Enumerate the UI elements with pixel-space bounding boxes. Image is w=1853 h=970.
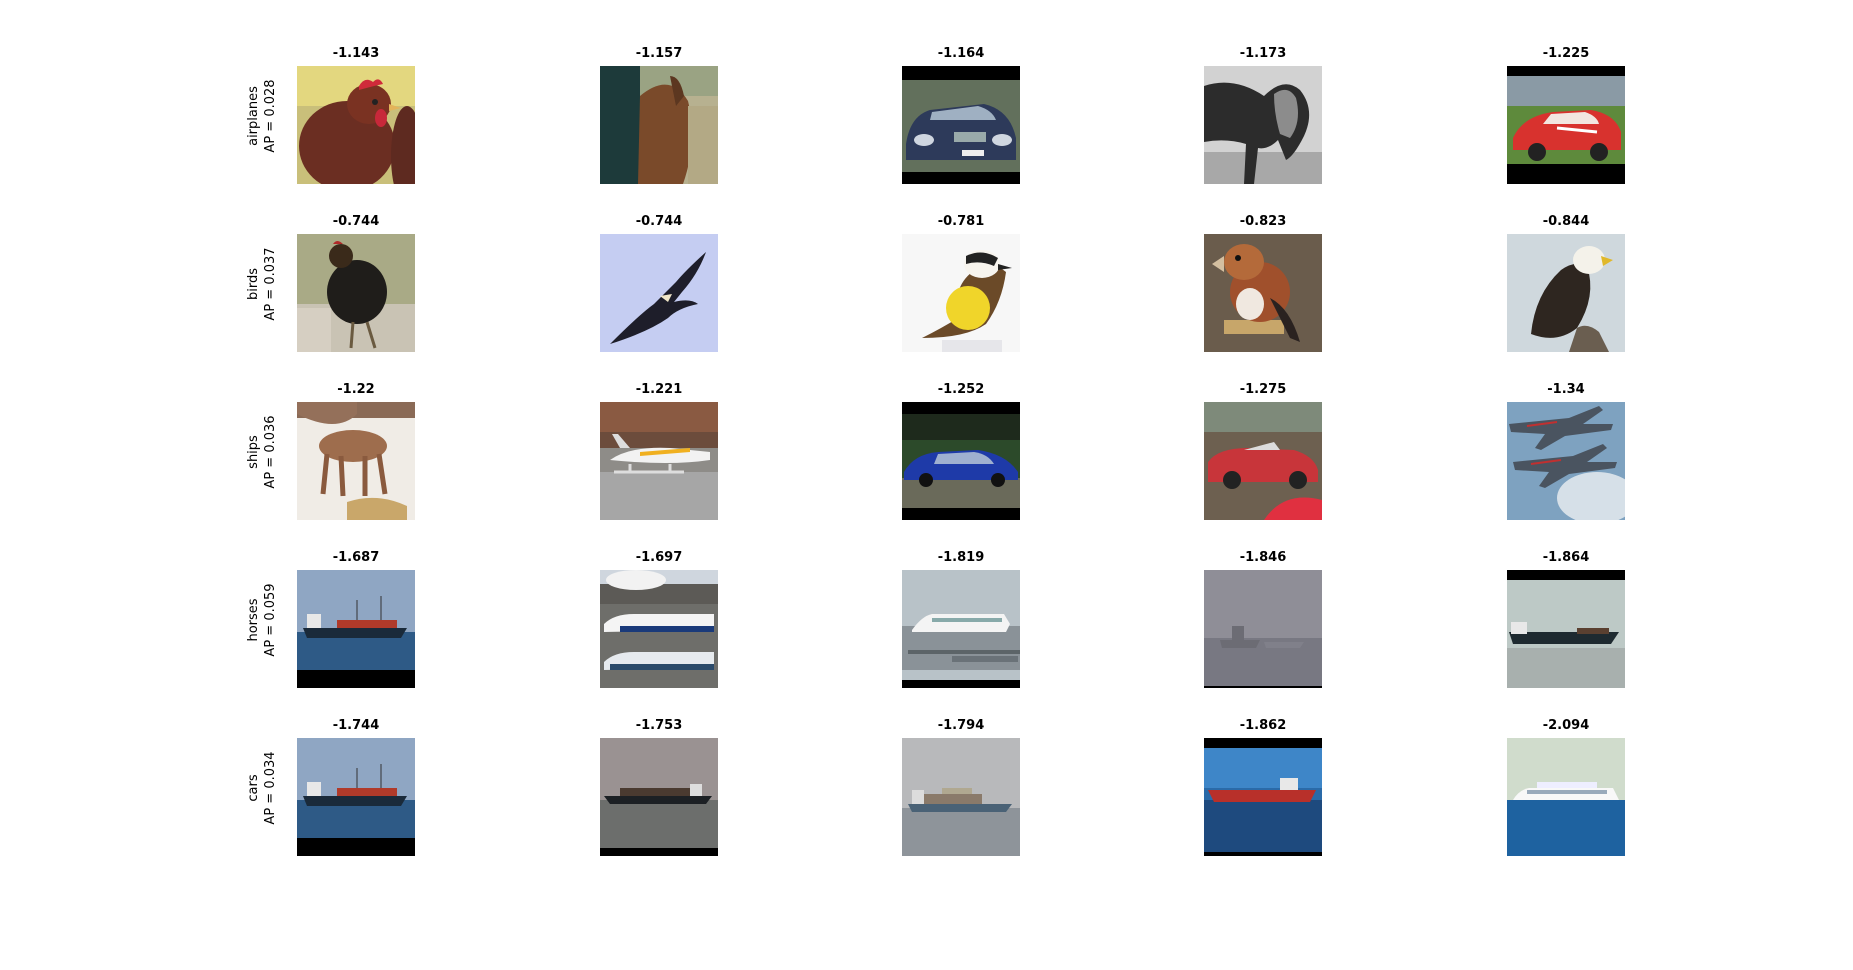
row-label: birds AP = 0.037 — [245, 214, 279, 354]
grid-cell: -1.864 — [1507, 550, 1625, 690]
score-label: -1.221 — [635, 382, 683, 397]
grid-row-birds: birds AP = 0.037 -0.744 -0.744 -0.781 -0.8… — [0, 214, 1853, 374]
score-label: -1.819 — [937, 550, 985, 565]
score-label: -0.744 — [635, 214, 683, 229]
tanker-ship-photo — [1507, 570, 1625, 688]
row-class-name: ships — [246, 435, 261, 469]
container-ship-photo — [600, 738, 718, 856]
white-cruise-ship-photo — [1507, 738, 1625, 856]
score-label: -1.22 — [337, 382, 375, 397]
container-ship-haze-photo — [902, 738, 1020, 856]
grid-row-horses: horses AP = 0.059 -1.687 -1.697 -1.819 -1.… — [0, 550, 1853, 710]
blue-sedan-photo — [902, 66, 1020, 184]
score-label: -0.781 — [937, 214, 985, 229]
score-label: -1.862 — [1239, 718, 1287, 733]
grid-cell: -1.846 — [1204, 550, 1322, 690]
row-label: cars AP = 0.034 — [245, 718, 279, 858]
blue-car-photo — [902, 402, 1020, 520]
grid-cell: -1.22 — [297, 382, 415, 522]
grid-cell: -1.275 — [1204, 382, 1322, 522]
score-label: -1.687 — [332, 550, 380, 565]
finch-photo — [1204, 234, 1322, 352]
score-label: -1.173 — [1239, 46, 1287, 61]
cruise-ship-photo — [902, 570, 1020, 688]
row-class-name: birds — [246, 268, 261, 301]
score-label: -0.744 — [332, 214, 380, 229]
airliners-photo — [600, 570, 718, 688]
score-label: -1.753 — [635, 718, 683, 733]
grid-cell: -0.744 — [297, 214, 415, 354]
foggy-ship-photo — [1204, 570, 1322, 688]
grid-cell: -0.823 — [1204, 214, 1322, 354]
row-ap-value: AP = 0.037 — [263, 247, 278, 321]
cargo-ship-photo — [297, 570, 415, 688]
soaring-eagle-photo — [600, 234, 718, 352]
score-label: -1.225 — [1542, 46, 1590, 61]
gray-horse-photo — [1204, 66, 1322, 184]
bald-eagle-photo — [1507, 234, 1625, 352]
grid-cell: -1.862 — [1204, 718, 1322, 858]
grid-cell: -1.744 — [297, 718, 415, 858]
grid-cell: -1.819 — [902, 550, 1020, 690]
deer-fawn-photo — [297, 402, 415, 520]
cargo-ship-photo — [297, 738, 415, 856]
score-label: -2.094 — [1542, 718, 1590, 733]
score-label: -1.252 — [937, 382, 985, 397]
score-label: -1.34 — [1547, 382, 1585, 397]
grid-cell: -1.697 — [600, 550, 718, 690]
score-label: -0.823 — [1239, 214, 1287, 229]
score-label: -1.697 — [635, 550, 683, 565]
grid-cell: -1.687 — [297, 550, 415, 690]
row-ap-value: AP = 0.036 — [263, 415, 278, 489]
row-label: airplanes AP = 0.028 — [245, 46, 279, 186]
grid-cell: -0.781 — [902, 214, 1020, 354]
score-label: -1.794 — [937, 718, 985, 733]
grid-row-cars: cars AP = 0.034 -1.744 -1.753 -1.794 -1.86… — [0, 718, 1853, 878]
black-hen-photo — [297, 234, 415, 352]
grid-cell: -1.143 — [297, 46, 415, 186]
grid-cell: -2.094 — [1507, 718, 1625, 858]
score-label: -1.157 — [635, 46, 683, 61]
score-label: -1.864 — [1542, 550, 1590, 565]
yellow-bird-photo — [902, 234, 1020, 352]
score-label: -1.143 — [332, 46, 380, 61]
grid-cell: -1.157 — [600, 46, 718, 186]
grid-cell: -1.753 — [600, 718, 718, 858]
fighter-jets-photo — [1507, 402, 1625, 520]
grid-row-ships: ships AP = 0.036 -1.22 -1.221 -1.252 -1.27… — [0, 382, 1853, 542]
red-convertible-photo — [1204, 402, 1322, 520]
grid-cell: -1.225 — [1507, 46, 1625, 186]
grid-cell: -1.34 — [1507, 382, 1625, 522]
red-sports-car-photo — [1507, 66, 1625, 184]
row-ap-value: AP = 0.059 — [263, 583, 278, 657]
row-class-name: cars — [246, 774, 261, 802]
grid-cell: -1.164 — [902, 46, 1020, 186]
score-label: -0.844 — [1542, 214, 1590, 229]
hen-photo — [297, 66, 415, 184]
red-tanker-photo — [1204, 738, 1322, 856]
row-class-name: airplanes — [246, 86, 261, 146]
grid-cell: -1.252 — [902, 382, 1020, 522]
seaplane-photo — [600, 402, 718, 520]
grid-cell: -1.221 — [600, 382, 718, 522]
grid-cell: -0.844 — [1507, 214, 1625, 354]
grid-cell: -1.794 — [902, 718, 1020, 858]
grid-row-airplanes: airplanes AP = 0.028 -1.143 -1.157 -1.164 … — [0, 46, 1853, 206]
row-class-name: horses — [246, 598, 261, 642]
grid-cell: -0.744 — [600, 214, 718, 354]
row-label: ships AP = 0.036 — [245, 382, 279, 522]
grid-cell: -1.173 — [1204, 46, 1322, 186]
score-label: -1.846 — [1239, 550, 1287, 565]
score-label: -1.164 — [937, 46, 985, 61]
row-label: horses AP = 0.059 — [245, 550, 279, 690]
row-ap-value: AP = 0.034 — [263, 751, 278, 825]
horse-rider-photo — [600, 66, 718, 184]
row-ap-value: AP = 0.028 — [263, 79, 278, 153]
score-label: -1.275 — [1239, 382, 1287, 397]
score-label: -1.744 — [332, 718, 380, 733]
